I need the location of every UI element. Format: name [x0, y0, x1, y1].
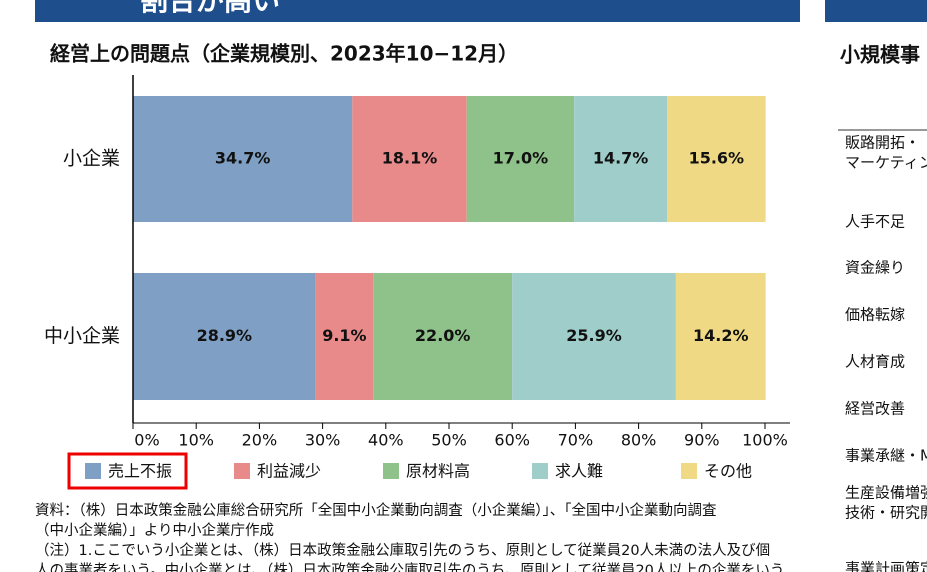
data-label: 28.9%	[197, 326, 253, 345]
data-label: 9.1%	[322, 326, 366, 345]
bar-segment	[373, 273, 513, 400]
side-item: 事業計画策定	[845, 560, 927, 572]
data-label: 25.9%	[566, 326, 622, 345]
bar-segment	[667, 96, 766, 222]
side-item: 資金繰り	[845, 259, 905, 277]
legend-label: その他	[704, 462, 752, 481]
bar-segment	[352, 96, 467, 222]
bar-segment	[466, 96, 575, 222]
x-tick-label: 100%	[742, 431, 788, 450]
data-label: 18.1%	[382, 149, 438, 168]
data-label: 17.0%	[493, 149, 549, 168]
category-label: 中小企業	[44, 325, 120, 347]
legend-label: 求人難	[555, 462, 603, 481]
note-line: （中小企業編）」より中小企業庁作成	[35, 521, 274, 539]
x-tick-label: 90%	[684, 431, 720, 450]
data-label: 14.2%	[693, 326, 749, 345]
bar-segment	[574, 96, 668, 222]
x-tick-label: 40%	[368, 431, 404, 450]
data-label: 14.7%	[593, 149, 649, 168]
data-label: 34.7%	[215, 149, 271, 168]
legend-label: 原材料高	[406, 462, 470, 481]
header-band	[35, 0, 800, 22]
data-label: 15.6%	[689, 149, 745, 168]
bar-segment	[512, 273, 676, 400]
bar-segment	[675, 273, 766, 400]
side-item: 販路開拓・	[845, 134, 920, 152]
legend-swatch	[383, 463, 399, 479]
note-line: 資料：（株）日本政策金融公庫総合研究所「全国中小企業動向調査（小企業編）」、「全…	[35, 501, 717, 519]
note-line: （注）1.ここでいう小企業とは、（株）日本政策金融公庫取引先のうち、原則として従…	[35, 541, 770, 559]
x-tick-label: 60%	[494, 431, 530, 450]
x-tick-label: 80%	[621, 431, 657, 450]
legend-swatch	[234, 463, 250, 479]
x-tick-label: 30%	[305, 431, 341, 450]
legend-swatch	[85, 463, 101, 479]
highlight-box	[67, 452, 188, 490]
category-label: 小企業	[63, 148, 120, 170]
side-title: 小規模事	[840, 43, 920, 67]
note-line: 人の事業者をいう。中小企業とは、（株）日本政策金融公庫取引先のうち、原則として従…	[35, 561, 784, 572]
side-item: 価格転嫁	[845, 306, 905, 324]
legend-label: 利益減少	[257, 462, 321, 481]
bar-segment	[133, 273, 316, 400]
side-item: マーケティング	[845, 154, 927, 172]
chart-title: 経営上の問題点（企業規模別、2023年10−12月）	[50, 42, 518, 66]
side-header-band	[825, 0, 927, 22]
side-item: 技術・研究開	[845, 504, 927, 522]
x-tick-label: 50%	[431, 431, 467, 450]
side-item: 生産設備増強	[845, 484, 927, 502]
bar-segment	[133, 96, 353, 222]
legend-swatch	[681, 463, 697, 479]
side-item: 経営改善	[845, 400, 905, 418]
x-tick-label: 0%	[134, 431, 159, 450]
side-item: 事業承継・M	[845, 447, 927, 465]
x-tick-label: 70%	[558, 431, 594, 450]
bar-segment	[315, 273, 374, 400]
header-title: 割合が高い	[140, 0, 280, 17]
legend-label: 売上不振	[108, 462, 172, 481]
x-tick-label: 20%	[242, 431, 278, 450]
legend-swatch	[532, 463, 548, 479]
data-label: 22.0%	[415, 326, 471, 345]
side-item: 人手不足	[845, 213, 905, 231]
x-tick-label: 10%	[178, 431, 214, 450]
side-item: 人材育成	[845, 353, 905, 371]
